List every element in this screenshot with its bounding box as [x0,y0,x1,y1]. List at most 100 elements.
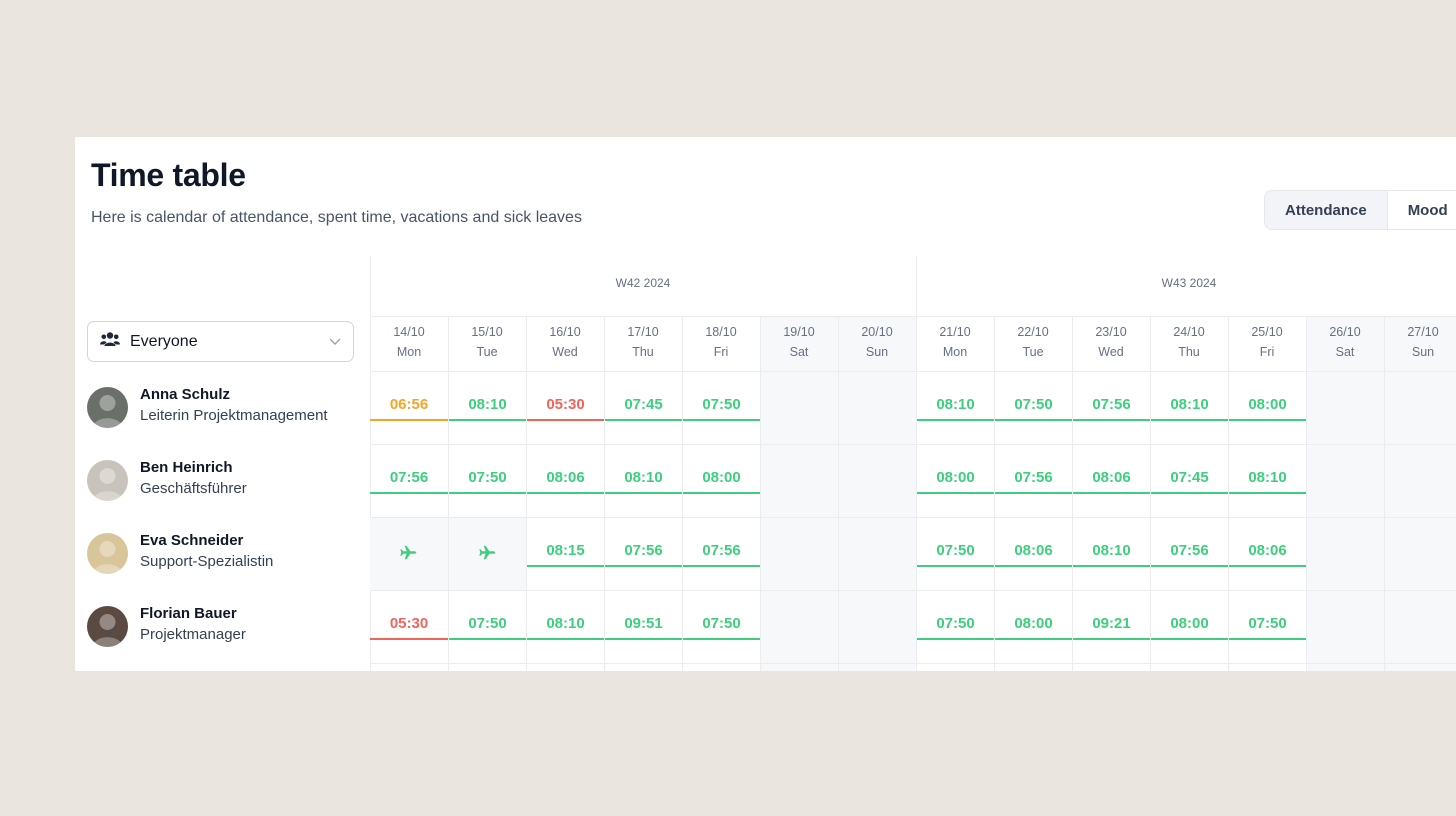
attendance-cell[interactable]: 05:30 [527,372,604,444]
status-bar [1151,638,1228,640]
attendance-cell[interactable]: 09:21 [1073,591,1150,663]
time-value: 08:10 [546,615,585,632]
status-bar [1151,492,1228,494]
day-header: 18/10 Fri [682,322,760,362]
status-bar [527,638,604,640]
day-date: 23/10 [1095,325,1127,339]
day-header: 20/10 Sun [838,322,916,362]
time-value: 07:50 [936,615,975,632]
tab-attendance[interactable]: Attendance [1265,191,1388,229]
attendance-cell[interactable]: 07:50 [1229,591,1306,663]
time-value: 07:50 [1014,396,1053,413]
status-bar [1229,638,1306,640]
attendance-cell[interactable]: 08:06 [1229,518,1306,590]
attendance-cell[interactable]: 08:10 [605,445,682,517]
attendance-cell[interactable]: 07:50 [683,372,760,444]
status-bar [683,565,760,567]
avatar [87,533,128,574]
attendance-cell[interactable]: 08:00 [1151,591,1228,663]
time-value: 05:30 [389,615,429,632]
weekend-column [1306,316,1384,671]
attendance-cell[interactable]: 07:45 [1151,445,1228,517]
attendance-cell[interactable]: 07:56 [683,518,760,590]
attendance-cell[interactable]: 05:30 [370,591,448,663]
attendance-cell[interactable] [370,518,448,590]
attendance-cell[interactable]: 08:15 [527,518,604,590]
day-header: 23/10 Wed [1072,322,1150,362]
week-label: W43 2024 [1161,276,1217,290]
attendance-cell[interactable]: 08:00 [995,591,1072,663]
week-label: W42 2024 [615,276,671,290]
attendance-cell[interactable]: 08:06 [527,445,604,517]
attendance-cell[interactable]: 07:50 [917,518,994,590]
avatar [87,606,128,647]
attendance-cell[interactable]: 08:10 [449,372,526,444]
day-header: 19/10 Sat [760,322,838,362]
view-toggle: Attendance Mood [1264,190,1456,230]
person-row[interactable]: Florian Bauer Projektmanager [87,601,357,651]
attendance-cell[interactable]: 07:50 [449,445,526,517]
attendance-cell[interactable]: 07:50 [917,591,994,663]
time-table-card: Time table Here is calendar of attendanc… [75,137,1456,671]
status-bar [605,492,682,494]
person-row[interactable]: Eva Schneider Support-Spezialistin [87,528,357,578]
status-bar [449,419,526,421]
time-value: 07:56 [702,542,741,559]
grid-line [1072,316,1073,671]
attendance-cell[interactable]: 07:50 [683,591,760,663]
attendance-cell[interactable]: 07:50 [449,591,526,663]
attendance-cell[interactable]: 07:56 [370,445,448,517]
attendance-cell[interactable]: 06:56 [370,372,448,444]
weekend-column [760,316,838,671]
attendance-cell[interactable]: 08:06 [995,518,1072,590]
time-value: 08:00 [702,469,741,486]
day-date: 24/10 [1173,325,1205,339]
weekend-column [838,316,916,671]
person-row[interactable]: Ben Heinrich Geschäftsführer [87,455,357,505]
person-name: Florian Bauer [140,605,237,622]
person-role: Geschäftsführer [140,480,247,497]
attendance-cell[interactable]: 08:00 [1229,372,1306,444]
attendance-cell[interactable]: 07:56 [605,518,682,590]
attendance-cell[interactable] [449,518,526,590]
tab-mood[interactable]: Mood [1407,201,1448,219]
time-value: 09:51 [624,615,663,632]
status-bar [527,492,604,494]
attendance-cell[interactable]: 08:10 [1073,518,1150,590]
attendance-cell[interactable]: 07:50 [995,372,1072,444]
day-header: 14/10 Mon [370,322,448,362]
status-bar [995,638,1072,640]
attendance-cell[interactable]: 08:00 [683,445,760,517]
status-bar [527,419,604,421]
attendance-cell[interactable]: 08:10 [1151,372,1228,444]
day-header: 22/10 Tue [994,322,1072,362]
attendance-cell[interactable]: 07:56 [1151,518,1228,590]
attendance-cell[interactable]: 08:00 [917,445,994,517]
attendance-cell[interactable]: 09:51 [605,591,682,663]
time-value: 08:10 [1092,542,1131,559]
day-date: 25/10 [1251,325,1283,339]
attendance-cell[interactable]: 08:10 [917,372,994,444]
day-header: 17/10 Thu [604,322,682,362]
grid-line [682,316,683,671]
attendance-cell[interactable]: 07:56 [1073,372,1150,444]
attendance-cell[interactable]: 08:06 [1073,445,1150,517]
attendance-cell[interactable]: 08:10 [527,591,604,663]
attendance-cell[interactable]: 08:10 [1229,445,1306,517]
people-filter-select[interactable]: Everyone [87,321,354,362]
status-bar [605,565,682,567]
attendance-cell[interactable]: 07:45 [605,372,682,444]
attendance-cell[interactable]: 07:56 [995,445,1072,517]
weekend-column [1384,316,1456,671]
day-date: 14/10 [393,325,425,339]
person-row[interactable]: Anna Schulz Leiterin Projektmanagement [87,382,357,432]
time-value: 08:10 [468,396,507,413]
time-value: 08:10 [624,469,663,486]
day-date: 21/10 [939,325,971,339]
grid-line [1306,316,1307,671]
page-subtitle: Here is calendar of attendance, spent ti… [91,209,582,226]
day-of-week: Tue [476,345,498,359]
day-date: 20/10 [861,325,893,339]
day-of-week: Fri [1259,345,1275,359]
status-bar [683,638,760,640]
